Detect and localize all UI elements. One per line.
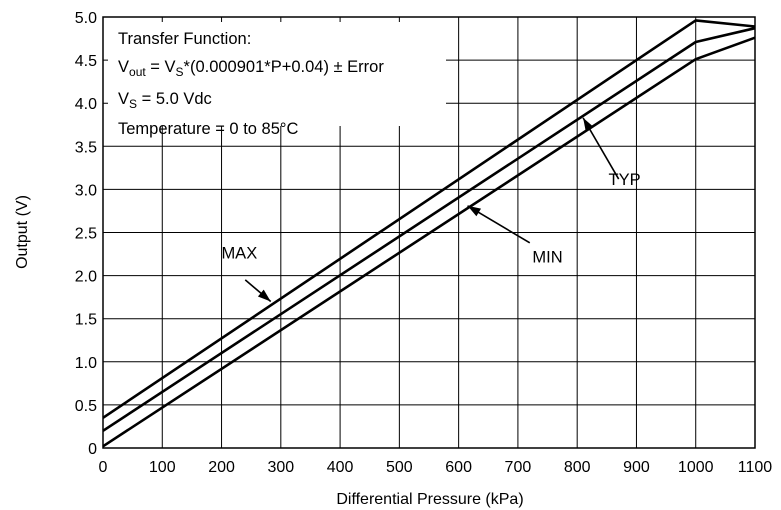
x-tick-label: 0: [99, 459, 108, 476]
x-tick-label: 600: [445, 459, 472, 476]
annotation-line-2: Vout = VS*(0.000901*P+0.04) ± Error: [118, 58, 384, 79]
y-tick-label: 2.5: [75, 226, 97, 243]
y-tick-label: 4.5: [75, 53, 97, 70]
y-tick-labels: 0 0.5 1.0 1.5 2.0 2.5 3.0 3.5 4.0 4.5 5.0: [75, 10, 97, 458]
x-tick-label: 400: [327, 459, 354, 476]
x-axis-title: Differential Pressure (kPa): [336, 491, 523, 508]
y-tick-label: 4.0: [75, 96, 97, 113]
y-tick-label: 3.0: [75, 182, 97, 199]
arrow-head-max: [257, 289, 271, 302]
y-tick-label: 3.5: [75, 139, 97, 156]
y-tick-label: 0.5: [75, 398, 97, 415]
x-tick-label: 900: [623, 459, 650, 476]
series-label-min: MIN: [532, 249, 562, 267]
plot-frame: [102, 16, 756, 449]
series-lines: [102, 19, 756, 448]
x-tick-label: 800: [564, 459, 591, 476]
annotation-line-4: Temperature = 0 to 85°C: [118, 120, 298, 138]
annotation-line-1: Transfer Function:: [118, 30, 251, 48]
arrow-head-typ: [583, 117, 594, 132]
series-label-max: MAX: [221, 244, 257, 262]
x-tick-label: 1000: [678, 459, 714, 476]
x-tick-label: 300: [267, 459, 294, 476]
series-line-typ: [102, 26, 756, 432]
y-tick-label: 0: [88, 441, 97, 458]
arrow-head-min: [467, 205, 481, 217]
label-arrows: [244, 117, 620, 303]
x-tick-label: 200: [208, 459, 235, 476]
annotation-line-3: VS = 5.0 Vdc: [118, 90, 212, 111]
x-tick-label: 500: [386, 459, 413, 476]
x-tick-label: 700: [505, 459, 532, 476]
annotation-box: [108, 22, 446, 126]
y-tick-label: 5.0: [75, 10, 97, 27]
x-tick-label: 1100: [738, 459, 773, 476]
series-line-min: [102, 36, 756, 448]
x-tick-label: 100: [149, 459, 176, 476]
x-tick-labels: 0 100 200 300 400 500 600 700 800 900 1000 1100: [99, 459, 773, 476]
series-line-max: [102, 19, 756, 419]
series-labels: MAX TYP MIN: [221, 171, 640, 267]
y-tick-label: 1.0: [75, 355, 97, 372]
series-label-typ: TYP: [609, 171, 641, 189]
y-tick-label: 2.0: [75, 269, 97, 286]
y-axis-title: Output (V): [14, 195, 31, 269]
y-tick-label: 1.5: [75, 312, 97, 329]
